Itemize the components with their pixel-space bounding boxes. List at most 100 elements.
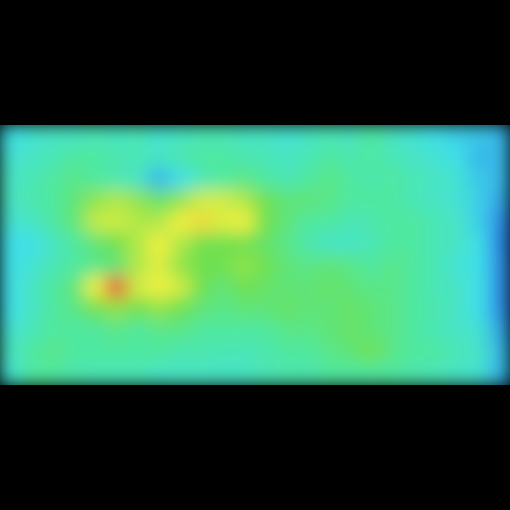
heat-cell xyxy=(382,168,404,191)
heat-cell xyxy=(85,125,107,147)
heat-cell xyxy=(425,255,447,278)
heat-cell xyxy=(255,146,277,169)
heat-cell xyxy=(340,341,362,364)
heat-cell xyxy=(276,233,298,256)
heat-cell xyxy=(85,298,107,321)
heat-cell xyxy=(255,363,277,385)
heat-cell xyxy=(127,341,149,364)
heat-cell xyxy=(425,233,447,256)
heat-cell xyxy=(127,276,149,299)
heat-cell xyxy=(170,298,192,321)
heat-cell xyxy=(21,298,43,321)
heat-cell xyxy=(233,125,255,147)
heat-cell xyxy=(233,233,255,256)
heat-cell xyxy=(233,363,255,385)
heat-cell xyxy=(318,341,340,364)
heat-cell xyxy=(276,363,298,385)
heat-cell xyxy=(127,298,149,321)
heat-cell xyxy=(425,125,447,147)
heat-cell xyxy=(212,298,234,321)
heat-cell xyxy=(170,255,192,278)
heat-cell xyxy=(42,276,64,299)
heat-cell xyxy=(0,190,22,213)
heat-cell xyxy=(467,298,489,321)
heat-cell xyxy=(382,363,404,385)
heat-cell xyxy=(170,341,192,364)
heat-cell xyxy=(212,146,234,169)
heat-cell xyxy=(488,276,510,299)
heat-cell xyxy=(255,125,277,147)
heat-cell xyxy=(85,255,107,278)
heat-cell xyxy=(148,341,170,364)
heat-cell xyxy=(446,233,468,256)
heat-cell xyxy=(0,298,22,321)
heat-cell xyxy=(446,298,468,321)
heat-cell xyxy=(318,168,340,191)
heat-cell xyxy=(233,190,255,213)
plot-area xyxy=(0,125,510,385)
heat-cell xyxy=(467,341,489,364)
heat-cell xyxy=(63,146,85,169)
heat-cell xyxy=(361,320,383,343)
heat-cell xyxy=(488,190,510,213)
heat-cell xyxy=(63,233,85,256)
heat-cell xyxy=(212,363,234,385)
heat-cell xyxy=(382,125,404,147)
heat-cell xyxy=(488,168,510,191)
heat-cell xyxy=(297,168,319,191)
heat-cell xyxy=(488,125,510,147)
heat-cell xyxy=(42,341,64,364)
heat-cell xyxy=(233,211,255,234)
heat-cell xyxy=(148,146,170,169)
heat-cell xyxy=(446,255,468,278)
heat-cell xyxy=(0,211,22,234)
heat-cell xyxy=(403,255,425,278)
heat-cell xyxy=(318,276,340,299)
heat-cell xyxy=(467,363,489,385)
heat-cell xyxy=(233,146,255,169)
heat-cell xyxy=(403,298,425,321)
heat-cell xyxy=(403,211,425,234)
heat-cell xyxy=(191,276,213,299)
heat-cell xyxy=(488,363,510,385)
heat-cell xyxy=(170,146,192,169)
heat-cell xyxy=(233,168,255,191)
heat-cell xyxy=(361,125,383,147)
heat-cell xyxy=(21,276,43,299)
heat-cell xyxy=(340,320,362,343)
heat-cell xyxy=(361,190,383,213)
heat-cell xyxy=(467,125,489,147)
heat-cell xyxy=(382,341,404,364)
heat-cell xyxy=(63,125,85,147)
heat-cell xyxy=(425,146,447,169)
heat-cell xyxy=(361,233,383,256)
heat-cell xyxy=(63,168,85,191)
heat-cell xyxy=(127,320,149,343)
heat-cell xyxy=(191,168,213,191)
heat-cell xyxy=(318,146,340,169)
heat-cell xyxy=(63,190,85,213)
heat-cell xyxy=(148,320,170,343)
heat-cell xyxy=(106,190,128,213)
heat-cell xyxy=(488,233,510,256)
heat-cell xyxy=(63,320,85,343)
heat-cell xyxy=(191,125,213,147)
heat-cell xyxy=(127,233,149,256)
heat-cell xyxy=(21,190,43,213)
heat-cell xyxy=(297,211,319,234)
heat-cell xyxy=(276,298,298,321)
heat-cell xyxy=(85,233,107,256)
heat-cell xyxy=(85,190,107,213)
heat-cell xyxy=(42,168,64,191)
heat-cell xyxy=(85,211,107,234)
heat-cell xyxy=(212,233,234,256)
heat-cell xyxy=(63,363,85,385)
heat-cell xyxy=(170,211,192,234)
heat-cell xyxy=(42,320,64,343)
heat-cell xyxy=(297,320,319,343)
heat-cell xyxy=(488,255,510,278)
heat-cell xyxy=(212,125,234,147)
heat-cell xyxy=(85,146,107,169)
heat-cell xyxy=(318,125,340,147)
heat-cell xyxy=(276,341,298,364)
